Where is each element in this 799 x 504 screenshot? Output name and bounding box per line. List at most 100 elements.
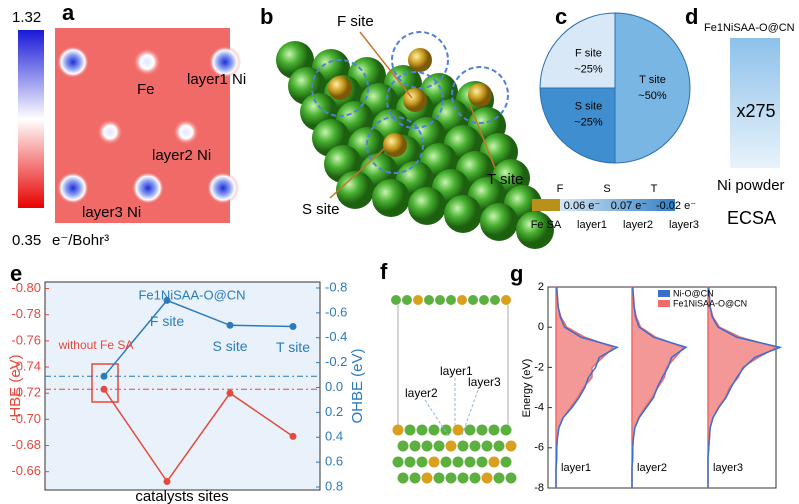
- site-label: T site: [487, 171, 523, 188]
- pointers: [424, 378, 479, 439]
- y-tick-label: -0.68: [11, 437, 41, 452]
- charge: -0.02 e⁻: [656, 200, 696, 212]
- atom: [500, 456, 512, 468]
- tick-label: -6: [534, 442, 544, 454]
- ratio: x275: [736, 101, 775, 121]
- atom: [421, 440, 433, 452]
- site-ring: [311, 59, 369, 117]
- atom: [440, 456, 452, 468]
- point: [163, 296, 171, 304]
- atom: [464, 424, 476, 436]
- header: T: [651, 183, 658, 195]
- atom: [409, 472, 421, 484]
- dos-area: [707, 286, 779, 488]
- atom: [479, 295, 489, 305]
- layer-label: layer2: [405, 386, 438, 400]
- point: [289, 432, 297, 440]
- metric-label: ECSA: [727, 208, 776, 228]
- site-label: layer2 Ni: [152, 147, 211, 164]
- atom: [505, 472, 517, 484]
- panel-g: g 2 0 -2 -4 -6 -8 Energy (eV) layer1 layer2 layer…: [510, 261, 783, 494]
- panel-label: c: [555, 4, 567, 29]
- y-tick-label: -0.74: [11, 358, 41, 373]
- panel-c: c F site ~25% S site ~25% T site ~50% F S T 0.06…: [531, 4, 699, 231]
- x-axis-title: catalysts sites: [135, 488, 228, 504]
- atom: [505, 440, 517, 452]
- atom: [433, 472, 445, 484]
- atom: [452, 456, 464, 468]
- point: [226, 389, 234, 397]
- fe-atom: [328, 76, 352, 100]
- atom: [392, 424, 404, 436]
- atom: [457, 440, 469, 452]
- layer: layer1: [577, 219, 607, 231]
- y2-tick-label: -0.2: [325, 354, 347, 369]
- ni-atom: [480, 203, 518, 241]
- site-ring: [366, 116, 424, 174]
- atom: [445, 440, 457, 452]
- legend-swatch: [658, 300, 670, 307]
- point: [289, 323, 297, 331]
- y-tick-label: -0.76: [11, 332, 41, 347]
- dos-line: [707, 286, 783, 488]
- category-label: F site: [150, 313, 184, 329]
- point: [100, 372, 108, 380]
- y-tick-label: -0.78: [11, 306, 41, 321]
- atom: [433, 440, 445, 452]
- highlight-box: [91, 363, 119, 403]
- pie-slice: [539, 87, 616, 164]
- heatmap-spots: [57, 46, 241, 204]
- atom: [446, 295, 456, 305]
- panel-d: d Fe1NiSAA-O@CN x275 Ni powder ECSA: [685, 4, 795, 228]
- reference-label: Ni powder: [717, 177, 785, 194]
- tick-label: -8: [534, 482, 544, 494]
- panel-name: layer2: [637, 462, 667, 474]
- atom: [493, 440, 505, 452]
- atom: [469, 472, 481, 484]
- site-label: layer3 Ni: [82, 204, 141, 221]
- y2-tick-label: -0.8: [325, 279, 347, 294]
- atom: [404, 424, 416, 436]
- dos-chart: 2 0 -2 -4 -6 -8 Energy (eV) layer1 layer2 layer3 N…: [521, 281, 783, 494]
- ni-atom: [408, 187, 446, 225]
- panel-b: b F site T site S site: [260, 4, 554, 249]
- pie: F site ~25% S site ~25% T site ~50%: [539, 12, 691, 164]
- panel-label: f: [380, 259, 388, 284]
- header: F: [557, 183, 564, 195]
- ni-atom: [516, 211, 554, 249]
- atom: [452, 424, 464, 436]
- atom: [481, 440, 493, 452]
- atom: [416, 456, 428, 468]
- atom: [457, 295, 467, 305]
- fe-atom: [383, 133, 407, 157]
- atom: [391, 295, 401, 305]
- layer: Fe SA: [531, 219, 562, 231]
- dos-line: [631, 286, 688, 488]
- ni-atom: [336, 171, 374, 209]
- charge-table: F S T 0.06 e⁻ 0.07 e⁻ -0.02 e⁻ Fe SA layer1 laye…: [531, 183, 699, 231]
- charge: 0.07 e⁻: [611, 200, 648, 212]
- crystal-structure: [391, 295, 517, 484]
- atom: [397, 440, 409, 452]
- annotation: Fe1NiSAA-O@CN: [138, 287, 245, 302]
- atom: [421, 472, 433, 484]
- atom: [481, 472, 493, 484]
- panel-e: e -0.80-0.78-0.76-0.74-0.72-0.70-0.68-0.…: [7, 261, 366, 504]
- atom: [457, 472, 469, 484]
- atom: [501, 295, 511, 305]
- atom: [392, 456, 404, 468]
- site-label: F site: [337, 13, 374, 30]
- panel-label: g: [510, 261, 523, 286]
- panel-name: layer1: [561, 462, 591, 474]
- atom: [476, 456, 488, 468]
- ni-atom: [372, 179, 410, 217]
- atom: [416, 424, 428, 436]
- y2-tick-label: 0.0: [325, 379, 343, 394]
- legend-label: Fe1NiSAA-O@CN: [673, 298, 747, 308]
- atom: [409, 440, 421, 452]
- sample-label: Fe1NiSAA-O@CN: [704, 22, 795, 34]
- tick-label: -4: [534, 402, 544, 414]
- category-label: T site: [276, 339, 310, 355]
- atom: [488, 456, 500, 468]
- atom: [397, 472, 409, 484]
